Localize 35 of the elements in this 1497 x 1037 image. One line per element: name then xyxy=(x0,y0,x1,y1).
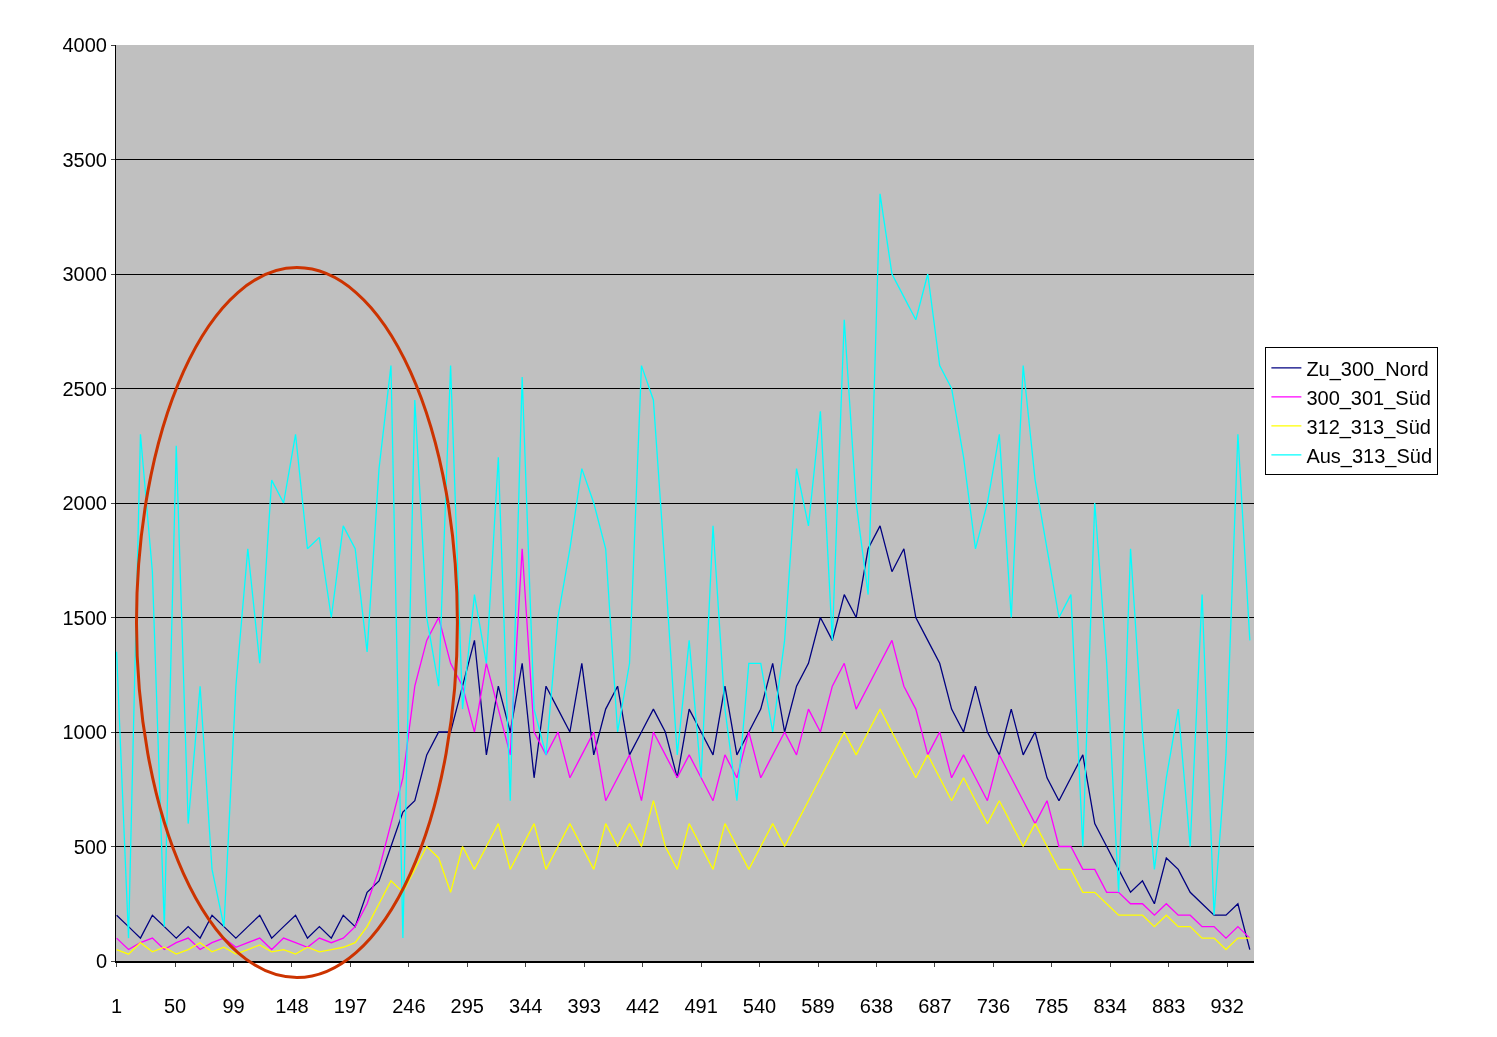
y-tick-label: 2500 xyxy=(62,377,107,400)
y-tick-label: 1000 xyxy=(62,721,107,743)
x-tick-label: 883 xyxy=(1152,995,1186,1017)
x-tick-label: 442 xyxy=(625,995,660,1017)
x-tick-label: 589 xyxy=(801,995,835,1017)
legend-label: Aus_313_Süd xyxy=(1306,444,1433,468)
x-tick-label: 834 xyxy=(1093,995,1127,1017)
x-tick-label: 1 xyxy=(111,995,123,1017)
y-tick-label: 4000 xyxy=(62,34,107,56)
x-tick-label: 197 xyxy=(333,995,368,1017)
x-tick-label: 344 xyxy=(509,995,543,1017)
x-tick-label: 50 xyxy=(163,995,187,1017)
legend-label: 312_313_Süd xyxy=(1306,415,1431,439)
x-tick-label: 99 xyxy=(222,995,245,1017)
legend-label: 300_301_Süd xyxy=(1306,386,1431,410)
legend-label: Zu_300_Nord xyxy=(1306,357,1429,381)
y-tick-label: 3500 xyxy=(62,148,107,171)
y-tick-label: 2000 xyxy=(62,492,107,514)
y-tick-label: 3000 xyxy=(62,263,107,285)
x-tick-label: 932 xyxy=(1210,995,1244,1017)
x-tick-label: 246 xyxy=(392,995,426,1017)
x-tick-label: 295 xyxy=(450,995,484,1017)
x-tick-label: 148 xyxy=(275,995,309,1017)
x-tick-label: 638 xyxy=(859,995,894,1017)
y-tick-label: 0 xyxy=(95,950,107,972)
line-series xyxy=(116,708,1251,955)
x-tick-label: 491 xyxy=(684,995,718,1017)
x-tick-label: 540 xyxy=(742,995,777,1017)
y-tick-label: 500 xyxy=(73,835,107,858)
y-tick-label: 1500 xyxy=(62,606,107,629)
x-tick-label: 785 xyxy=(1035,995,1069,1017)
x-tick-label: 687 xyxy=(918,995,952,1017)
line-series xyxy=(116,193,1251,939)
x-tick-label: 736 xyxy=(976,995,1011,1017)
x-tick-label: 393 xyxy=(567,995,601,1017)
